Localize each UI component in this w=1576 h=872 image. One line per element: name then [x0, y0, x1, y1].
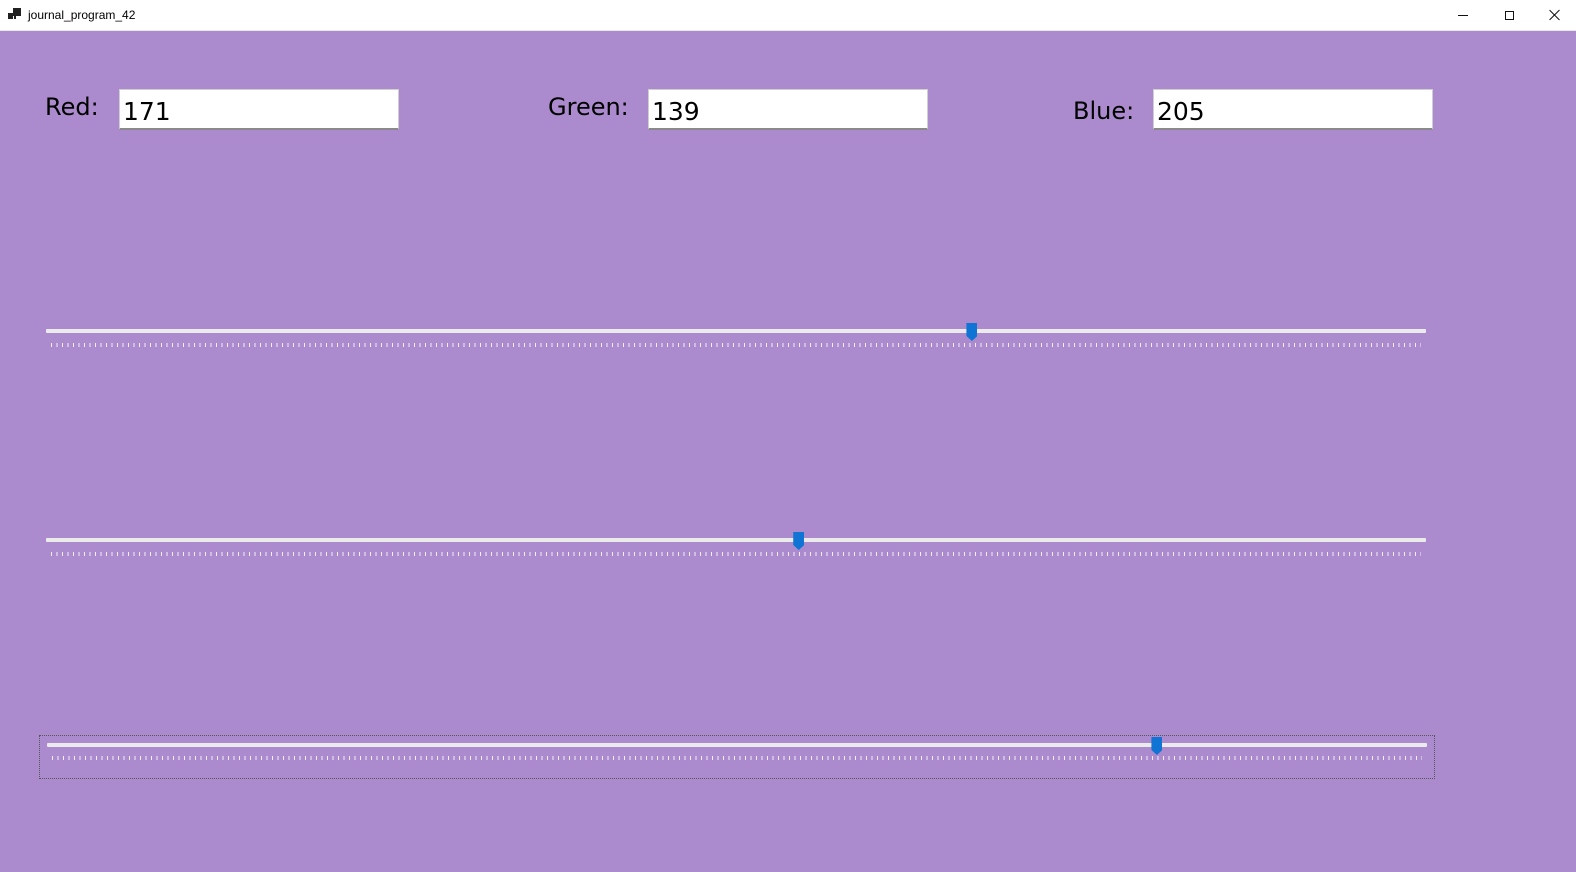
app-window-icon: [8, 8, 22, 20]
blue-label: Blue:: [1073, 97, 1135, 125]
slider-thumb[interactable]: [1151, 737, 1163, 755]
color-mixer-panel: Red: Green: Blue:: [0, 31, 1576, 872]
slider-ticks: [51, 343, 1421, 347]
slider-track[interactable]: [46, 329, 1426, 333]
green-slider[interactable]: [39, 516, 1435, 560]
maximize-button[interactable]: [1486, 0, 1532, 30]
red-input[interactable]: [119, 89, 399, 130]
minimize-button[interactable]: [1440, 0, 1486, 30]
slider-track[interactable]: [46, 538, 1426, 542]
red-label: Red:: [45, 93, 99, 121]
slider-ticks: [52, 756, 1422, 760]
minimize-icon: [1458, 14, 1468, 16]
close-button[interactable]: [1532, 0, 1576, 30]
blue-slider[interactable]: [39, 735, 1435, 779]
slider-ticks: [51, 552, 1421, 556]
window-title: journal_program_42: [28, 8, 136, 22]
green-input[interactable]: [648, 89, 928, 130]
title-bar[interactable]: journal_program_42: [0, 0, 1576, 31]
slider-track[interactable]: [47, 743, 1427, 747]
slider-thumb[interactable]: [793, 532, 805, 550]
blue-input[interactable]: [1153, 89, 1433, 130]
slider-thumb[interactable]: [966, 323, 978, 341]
green-label: Green:: [548, 93, 629, 121]
close-icon: [1549, 9, 1561, 21]
red-slider[interactable]: [39, 307, 1435, 351]
maximize-icon: [1504, 10, 1514, 20]
